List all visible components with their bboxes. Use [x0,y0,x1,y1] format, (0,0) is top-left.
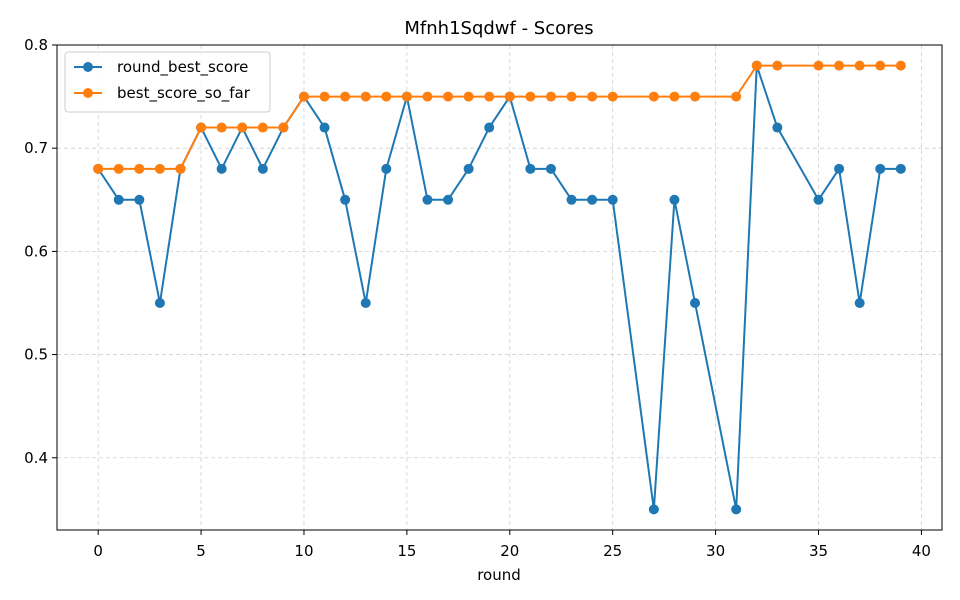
data-point-best_score_so_far [895,60,906,71]
data-point-round_best_score [895,163,906,174]
data-point-best_score_so_far [607,91,618,102]
data-point-best_score_so_far [525,91,536,102]
y-tick-label: 0.5 [24,346,48,364]
data-point-best_score_so_far [237,122,248,133]
data-point-best_score_so_far [566,91,577,102]
x-tick-label: 15 [397,542,416,560]
chart-title: Mfnh1Sqdwf - Scores [404,18,593,39]
data-point-best_score_so_far [113,163,124,174]
data-point-round_best_score [690,297,701,308]
data-point-best_score_so_far [587,91,598,102]
legend-swatch-marker-0 [83,62,93,72]
x-tick-label: 25 [603,542,622,560]
series-layer [93,60,906,515]
data-point-round_best_score [113,194,124,205]
data-point-best_score_so_far [545,91,556,102]
legend-label-0: round_best_score [117,58,248,77]
data-point-round_best_score [381,163,392,174]
data-point-best_score_so_far [504,91,515,102]
data-point-round_best_score [772,122,783,133]
data-point-best_score_so_far [422,91,433,102]
data-point-round_best_score [443,194,454,205]
data-point-round_best_score [360,297,371,308]
data-point-round_best_score [834,163,845,174]
x-tick-label: 40 [912,542,931,560]
plot-frame [56,44,943,531]
data-point-best_score_so_far [751,60,762,71]
x-tick-label: 20 [500,542,519,560]
data-point-best_score_so_far [154,163,165,174]
legend: round_best_score best_score_so_far [64,51,271,113]
y-tick-label: 0.8 [24,36,48,54]
data-point-round_best_score [422,194,433,205]
data-point-round_best_score [340,194,351,205]
data-point-round_best_score [484,122,495,133]
data-point-round_best_score [216,163,227,174]
data-point-best_score_so_far [463,91,474,102]
data-point-best_score_so_far [196,122,207,133]
data-point-round_best_score [813,194,824,205]
data-point-round_best_score [525,163,536,174]
data-point-best_score_so_far [669,91,680,102]
data-point-best_score_so_far [319,91,330,102]
data-point-best_score_so_far [381,91,392,102]
data-point-best_score_so_far [360,91,371,102]
data-point-best_score_so_far [834,60,845,71]
data-point-round_best_score [566,194,577,205]
data-point-round_best_score [648,504,659,515]
data-point-round_best_score [545,163,556,174]
data-point-round_best_score [731,504,742,515]
data-point-round_best_score [154,297,165,308]
data-point-best_score_so_far [690,91,701,102]
data-point-best_score_so_far [134,163,145,174]
data-point-best_score_so_far [443,91,454,102]
legend-swatch-marker-1 [83,88,93,98]
ticks: 0 5 10 15 20 25 30 35 40 0.4 0.5 0.6 0.7 0.8 [24,36,931,560]
x-tick-label: 5 [196,542,206,560]
data-point-best_score_so_far [401,91,412,102]
data-point-round_best_score [257,163,268,174]
y-tick-label: 0.4 [24,449,48,467]
data-point-round_best_score [587,194,598,205]
data-point-round_best_score [854,297,865,308]
x-tick-label: 30 [706,542,725,560]
data-point-best_score_so_far [484,91,495,102]
data-point-best_score_so_far [731,91,742,102]
x-tick-label: 10 [294,542,313,560]
data-point-round_best_score [134,194,145,205]
data-point-round_best_score [463,163,474,174]
data-point-best_score_so_far [813,60,824,71]
data-point-best_score_so_far [257,122,268,133]
x-tick-label: 35 [809,542,828,560]
data-point-round_best_score [669,194,680,205]
x-tick-label: 0 [93,542,103,560]
data-point-round_best_score [607,194,618,205]
data-point-best_score_so_far [875,60,886,71]
data-point-round_best_score [319,122,330,133]
data-point-best_score_so_far [854,60,865,71]
data-point-best_score_so_far [278,122,289,133]
data-point-best_score_so_far [772,60,783,71]
y-tick-label: 0.7 [24,139,48,157]
data-point-best_score_so_far [298,91,309,102]
data-point-best_score_so_far [93,163,104,174]
data-point-round_best_score [875,163,886,174]
legend-label-1: best_score_so_far [117,84,251,103]
data-point-best_score_so_far [648,91,659,102]
data-point-best_score_so_far [216,122,227,133]
data-point-best_score_so_far [175,163,186,174]
y-tick-label: 0.6 [24,242,48,260]
legend-box [64,51,271,113]
data-point-best_score_so_far [340,91,351,102]
x-axis-title: round [477,566,521,584]
